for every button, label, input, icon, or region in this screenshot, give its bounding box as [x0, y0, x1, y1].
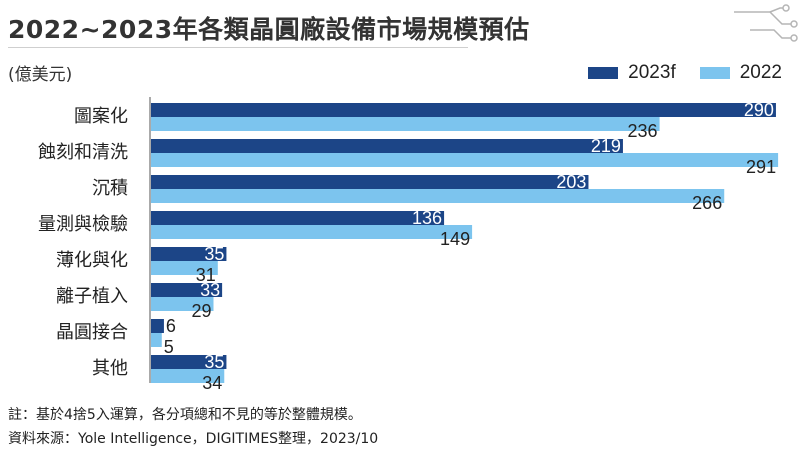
legend-swatch-2023f [588, 67, 619, 79]
category-label: 其他 [92, 358, 128, 379]
bar-2022 [151, 333, 162, 347]
title-divider [8, 47, 468, 48]
data-label-2022: 29 [191, 301, 211, 321]
legend: 2023f 2022 [588, 62, 782, 84]
legend-label-2023f: 2023f [628, 62, 676, 83]
data-label-2022: 236 [628, 121, 658, 141]
bar-2022 [151, 117, 660, 131]
bar-2022 [151, 153, 779, 167]
category-label: 沉積 [92, 178, 128, 199]
bar-2022 [151, 225, 473, 239]
data-label-2022: 266 [692, 193, 722, 213]
bar-2022 [151, 369, 225, 383]
category-label: 圖案化 [74, 106, 128, 127]
circuit-decoration-icon [734, 4, 798, 42]
bar-2023f [151, 211, 445, 225]
category-label: 薄化與化 [56, 250, 128, 271]
data-label-2022: 34 [202, 373, 222, 393]
bar-2023f [151, 283, 223, 297]
data-label-2022: 149 [440, 229, 470, 249]
bar-2022 [151, 297, 214, 311]
bar-2023f [151, 355, 227, 369]
data-label-2023f: 203 [556, 172, 586, 192]
data-label-2023f: 35 [204, 244, 224, 264]
bar-2023f [151, 319, 164, 333]
legend-item-2023f: 2023f [588, 62, 676, 84]
bar-2022 [151, 189, 725, 203]
bar-2023f [151, 103, 776, 117]
bar-2023f [151, 247, 227, 261]
bar-2022 [151, 261, 218, 275]
category-label: 晶圓接合 [56, 322, 128, 343]
category-label: 離子植入 [56, 286, 128, 307]
data-label-2023f: 6 [166, 316, 176, 336]
data-label-2023f: 33 [200, 280, 220, 300]
legend-label-2022: 2022 [739, 62, 782, 83]
data-label-2022: 291 [746, 157, 776, 177]
footnote-source: 資料來源：Yole Intelligence，DIGITIMES整理，2023/… [8, 431, 379, 447]
data-label-2022: 5 [164, 337, 174, 357]
data-label-2023f: 290 [744, 100, 774, 120]
data-label-2022: 31 [196, 265, 216, 285]
category-label: 量測與檢驗 [38, 214, 128, 235]
chart-title: 2022~2023年各類晶圓廠設備市場規模預估 [8, 15, 530, 44]
data-label-2023f: 219 [591, 136, 621, 156]
legend-item-2022: 2022 [699, 62, 782, 84]
unit-label: (億美元) [8, 65, 73, 85]
data-label-2023f: 136 [412, 208, 442, 228]
legend-swatch-2022 [699, 67, 730, 79]
bar-2023f [151, 175, 589, 189]
category-label: 蝕刻和清洗 [38, 142, 128, 163]
data-label-2023f: 35 [204, 352, 224, 372]
bar-2023f [151, 139, 623, 153]
footnote-note: 註：基於4捨5入運算，各分項總和不見的等於整體規模。 [8, 407, 362, 423]
